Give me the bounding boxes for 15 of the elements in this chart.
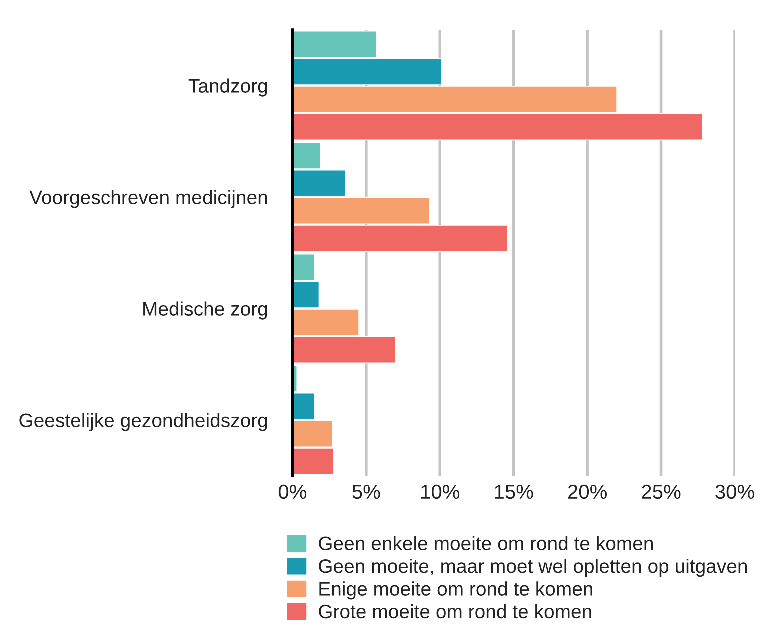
- x-tick-label: 15%: [495, 484, 534, 500]
- x-tick-label: 5%: [352, 484, 380, 500]
- x-tick-label: 30%: [716, 484, 754, 500]
- y-tick-label: Geestelijke gezondheidszorg: [20, 413, 268, 432]
- legend-label: Grote moeite om rond te komen: [319, 604, 592, 619]
- x-tick-label: 25%: [642, 484, 681, 500]
- x-tick-label: 20%: [568, 484, 608, 500]
- y-tick-label: Tandzorg: [188, 78, 268, 97]
- legend-label: Enige moeite om rond te komen: [320, 582, 592, 600]
- legend-label: Geen moeite, maar moet wel opletten op uitgaven: [319, 558, 748, 578]
- x-tick-label: 0%: [278, 484, 307, 500]
- legend-label: Geen enkele moeite om rond te komen: [319, 536, 653, 551]
- x-tick-label: 10%: [422, 484, 460, 500]
- y-tick-label: Voorgeschreven medicijnen: [30, 190, 268, 208]
- y-tick-label: Medische zorg: [144, 302, 268, 320]
